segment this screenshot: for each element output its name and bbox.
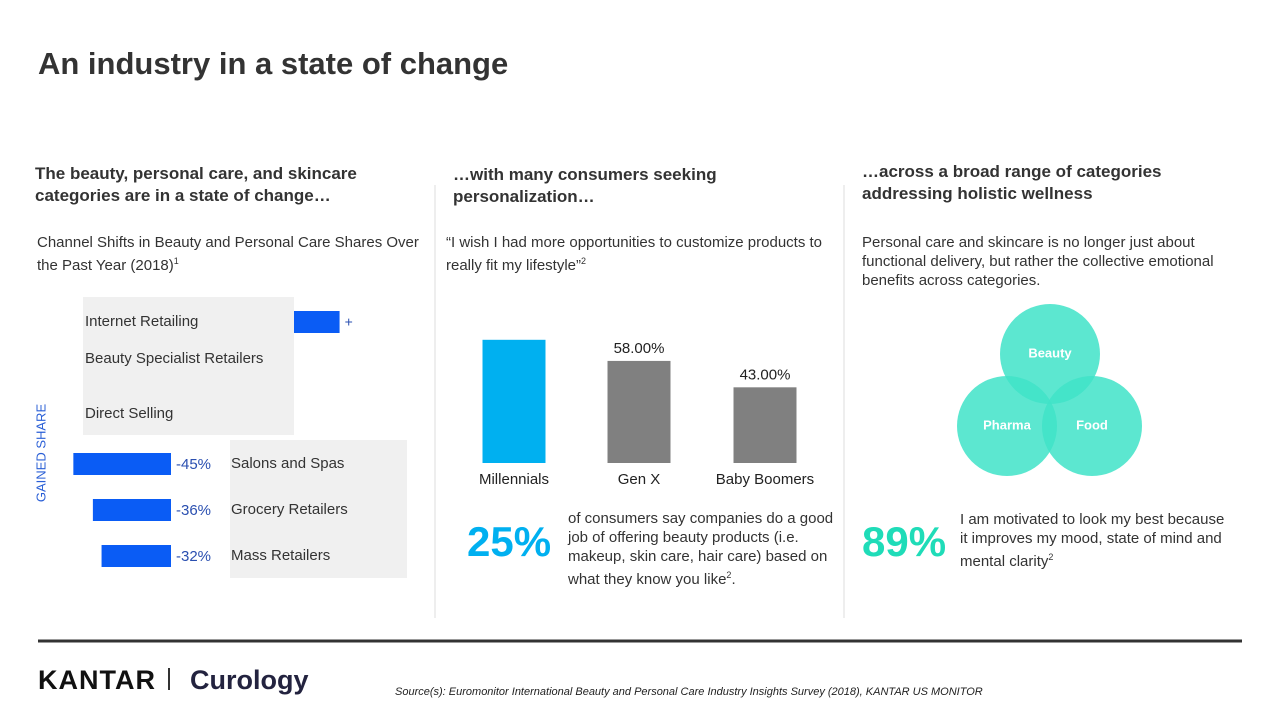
footnote: 2 <box>726 570 732 580</box>
value-label: -45% <box>176 456 211 473</box>
venn-label: Food <box>1076 417 1108 432</box>
label-box <box>83 297 294 435</box>
category-label: Internet Retailing <box>85 313 199 330</box>
venn-label: Beauty <box>1028 345 1072 360</box>
column-subheading: “I wish I had more opportunities to cust… <box>446 233 841 275</box>
source: Source(s): Euromonitor International Bea… <box>395 686 983 698</box>
brand: Curology <box>190 665 309 695</box>
venn-circle <box>1042 376 1142 476</box>
text: I am motivated to look my best because i… <box>960 511 1225 570</box>
category-label: Mass Retailers <box>231 547 331 564</box>
bar <box>73 453 171 475</box>
category-label: Salons and Spas <box>231 455 345 472</box>
brand-divider <box>168 668 170 690</box>
bar <box>101 545 171 567</box>
column-subheading: Channel Shifts in Beauty and Personal Ca… <box>37 233 427 275</box>
stat: 25% <box>467 518 552 565</box>
column-heading: The beauty, personal care, and skincare … <box>35 164 357 205</box>
value-label: -32% <box>176 548 211 565</box>
stat-text: I am motivated to look my best because i… <box>960 510 1235 571</box>
bar <box>607 360 671 463</box>
x-tick-label: Baby Boomers <box>716 471 814 488</box>
bar <box>482 339 546 463</box>
venn-label: Pharma <box>983 417 1031 432</box>
column-subheading: Personal care and skincare is no longer … <box>862 234 1214 289</box>
footnote: 2 <box>1048 552 1054 562</box>
venn-circle <box>957 376 1057 476</box>
value-label: 58.00% <box>614 340 665 357</box>
footnote: 1 <box>173 256 179 266</box>
category-label: Direct Selling <box>85 405 174 422</box>
bar <box>92 499 171 521</box>
value-label: -36% <box>176 502 211 519</box>
value-label: 43.00% <box>740 366 791 383</box>
text: “I wish I had more opportunities to cust… <box>446 234 823 274</box>
category-label: Grocery Retailers <box>231 501 348 518</box>
brand: KANTAR <box>38 665 156 695</box>
axis-label: GAINED SHARE <box>33 404 48 503</box>
label-box <box>230 440 407 578</box>
text: . <box>731 571 736 588</box>
slide-title: An industry in a state of change <box>38 46 509 81</box>
text: Channel Shifts in Beauty and Personal Ca… <box>37 234 419 274</box>
stat: 89% <box>862 518 947 565</box>
bar <box>294 311 340 333</box>
category-label: Beauty Specialist Retailers <box>85 350 264 367</box>
footnote: 2 <box>581 256 587 266</box>
bar <box>733 387 797 463</box>
stat-text: of consumers say companies do a good job… <box>568 509 838 589</box>
x-tick-label: Millennials <box>479 471 549 488</box>
column-heading: …across a broad range of categories addr… <box>862 162 1162 203</box>
column-heading: …with many consumers seeking personaliza… <box>453 165 717 206</box>
value-label: + <box>345 314 353 330</box>
text: of consumers say companies do a good job… <box>568 510 834 588</box>
x-tick-label: Gen X <box>618 471 661 488</box>
